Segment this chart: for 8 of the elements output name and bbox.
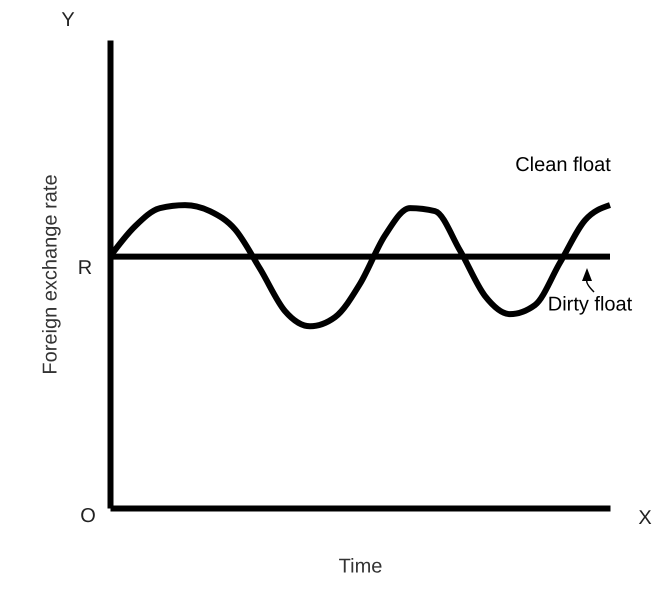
text: X <box>638 507 652 529</box>
y-axis-title: Foreign exchange rate <box>40 174 62 375</box>
text: O <box>80 505 96 527</box>
text: R <box>78 257 92 279</box>
x-axis-title: Time <box>338 556 382 578</box>
series-label: Clean float <box>515 154 612 176</box>
legend-label: Dirty float <box>548 294 633 316</box>
text: Y <box>61 9 75 31</box>
